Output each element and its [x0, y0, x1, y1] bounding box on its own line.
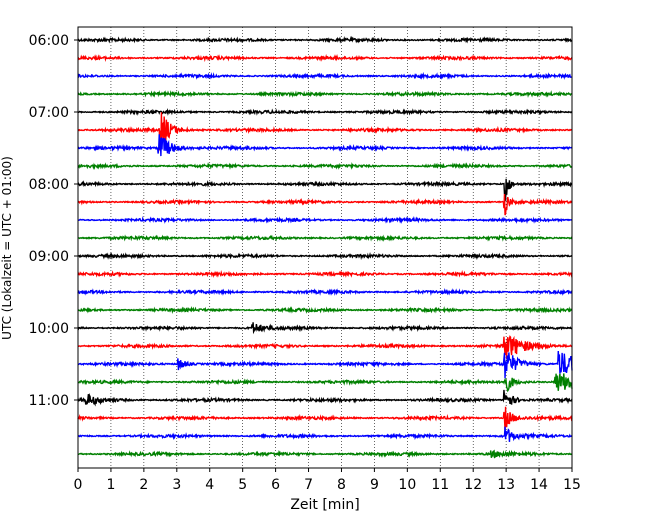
- y-tick-label: 11:00: [29, 393, 69, 409]
- x-axis-label: Zeit [min]: [290, 497, 359, 513]
- x-tick-label: 7: [304, 477, 313, 493]
- seismogram-trace: [77, 35, 573, 44]
- x-tick-label: 2: [139, 477, 148, 493]
- x-tick-label: 11: [431, 477, 449, 493]
- seismogram-trace: [77, 194, 573, 216]
- seismogram-trace: [77, 449, 573, 459]
- x-tick-label: 9: [370, 477, 379, 493]
- y-axis: 06:00 07:00 08:00 09:00 10:00 11:00: [29, 33, 78, 409]
- seismogram-trace: [77, 234, 573, 242]
- y-axis-label: UTC (Lokalzeit = UTC + 01:00): [0, 156, 14, 340]
- y-tick-label: 08:00: [29, 177, 69, 193]
- seismogram-trace: [77, 215, 573, 225]
- x-tick-label: 12: [464, 477, 482, 493]
- y-tick-label: 06:00: [29, 33, 69, 49]
- x-tick-label: 10: [398, 477, 416, 493]
- y-tick-label: 10:00: [29, 321, 69, 337]
- x-tick-label: 1: [106, 477, 115, 493]
- seismogram-trace: [77, 389, 573, 407]
- x-tick-label: 3: [172, 477, 181, 493]
- seismogram-trace: [77, 107, 573, 116]
- y-tick-label: 07:00: [29, 105, 69, 121]
- seismogram-trace: [77, 373, 573, 393]
- x-tick-label: 5: [238, 477, 247, 493]
- seismogram-traces: [77, 35, 573, 459]
- seismogram-trace: [77, 306, 573, 315]
- seismogram-trace: [77, 287, 573, 296]
- seismogram-trace: [77, 178, 573, 201]
- seismogram-trace: [77, 322, 573, 335]
- seismogram-trace: [77, 71, 573, 80]
- x-tick-label: 8: [337, 477, 346, 493]
- seismogram-trace: [77, 335, 573, 359]
- seismogram-trace: [77, 161, 573, 170]
- seismogram-trace: [77, 251, 573, 261]
- x-tick-label: 15: [563, 477, 581, 493]
- x-tick-label: 13: [497, 477, 515, 493]
- x-tick-label: 0: [74, 477, 83, 493]
- seismogram-trace: [77, 406, 573, 430]
- seismogram-trace: [77, 134, 573, 157]
- x-tick-label: 6: [271, 477, 280, 493]
- seismogram-trace: [77, 350, 573, 379]
- y-tick-label: 09:00: [29, 249, 69, 265]
- seismogram-trace: [77, 426, 573, 442]
- x-axis: 0 1 2 3 4 5 6 7 8 9 10 11 12 13 14 15: [74, 468, 581, 493]
- plot-frame: [77, 26, 573, 469]
- seismogram-trace: [77, 269, 573, 279]
- x-tick-label: 4: [205, 477, 214, 493]
- seismogram-trace: [77, 53, 573, 63]
- x-tick-label: 14: [530, 477, 548, 493]
- seismogram-trace: [77, 90, 573, 98]
- seismogram-trace: [77, 112, 573, 151]
